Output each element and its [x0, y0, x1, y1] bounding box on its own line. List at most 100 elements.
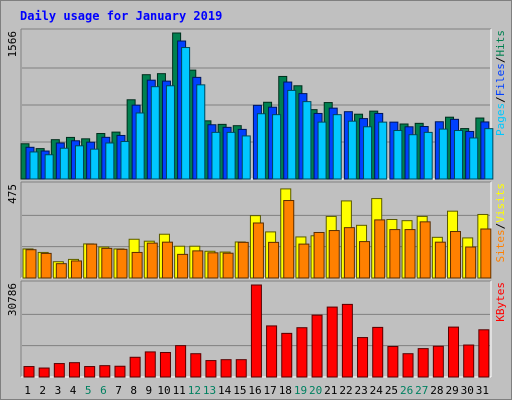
bar-kbytes-day-22	[341, 303, 353, 378]
bar-sites-day-23	[359, 241, 371, 279]
bar-sites-day-8	[131, 251, 143, 279]
bar-kbytes-day-3	[53, 363, 65, 378]
bar-kbytes-day-5	[84, 366, 96, 378]
x-tick-label-day-13: 13	[203, 384, 216, 397]
bar-sites-day-20	[313, 231, 325, 279]
bar-kbytes-day-1	[23, 366, 35, 378]
legend-entry-separator: /	[494, 57, 507, 64]
x-tick-label-day-24: 24	[370, 384, 384, 397]
bar-pages-day-21	[332, 114, 342, 180]
x-tick-label-day-16: 16	[248, 384, 261, 397]
x-tick-label-day-8: 8	[130, 384, 137, 397]
bar-sites-day-10	[161, 241, 173, 279]
x-tick-label-day-18: 18	[279, 384, 292, 397]
bar-kbytes-day-24	[372, 326, 384, 378]
legend-entry-files: Files	[494, 63, 507, 96]
bar-kbytes-day-20	[311, 314, 323, 378]
bar-pages-day-5	[90, 148, 100, 180]
bar-pages-day-26	[408, 134, 418, 180]
legend-entry-kbytes: KBytes	[494, 282, 507, 322]
panel-requests-ymax-label: 1566	[6, 31, 19, 58]
bar-pages-day-20	[317, 121, 327, 180]
bar-kbytes-day-15	[235, 359, 247, 378]
bar-sites-day-1	[25, 249, 37, 279]
x-tick-label-day-22: 22	[339, 384, 352, 397]
bar-kbytes-day-17	[266, 325, 278, 378]
bar-pages-day-18	[287, 89, 297, 180]
bar-pages-day-28	[438, 128, 448, 180]
bar-pages-day-24	[378, 121, 388, 180]
bar-kbytes-day-28	[432, 345, 444, 378]
bar-sites-day-16	[252, 222, 264, 279]
bar-sites-day-29	[450, 231, 462, 279]
x-tick-label-day-28: 28	[430, 384, 443, 397]
bar-sites-day-3	[55, 263, 67, 279]
bar-pages-day-4	[74, 145, 84, 180]
x-tick-label-day-15: 15	[233, 384, 246, 397]
bar-sites-day-26	[404, 229, 416, 279]
x-tick-label-day-31: 31	[476, 384, 489, 397]
bar-pages-day-10	[165, 85, 175, 180]
x-tick-label-day-29: 29	[445, 384, 458, 397]
bar-pages-day-30	[469, 137, 479, 180]
bar-kbytes-day-12	[190, 353, 202, 378]
bar-pages-day-22	[347, 120, 357, 180]
bar-sites-day-27	[419, 221, 431, 279]
x-tick-label-day-30: 30	[461, 384, 474, 397]
bar-sites-day-18	[283, 200, 295, 279]
panel-kbytes-ymax-label: 30786	[6, 283, 19, 316]
bar-sites-day-2	[40, 252, 52, 279]
bar-pages-day-27	[423, 131, 433, 180]
bar-sites-day-30	[465, 246, 477, 279]
legend-entry-pages: Pages	[494, 103, 507, 136]
x-tick-label-day-12: 12	[188, 384, 201, 397]
x-tick-label-day-26: 26	[400, 384, 413, 397]
bar-kbytes-day-19	[296, 327, 308, 378]
bar-pages-day-2	[44, 154, 54, 180]
bar-kbytes-day-14	[220, 359, 232, 378]
bar-pages-day-19	[302, 101, 312, 180]
bar-sites-day-11	[177, 253, 189, 279]
bar-sites-day-28	[434, 241, 446, 279]
x-tick-label-day-10: 10	[157, 384, 170, 397]
bar-kbytes-day-21	[326, 306, 338, 378]
bar-sites-day-5	[86, 243, 98, 279]
x-tick-label-day-17: 17	[264, 384, 277, 397]
bar-kbytes-day-10	[159, 351, 171, 378]
x-tick-label-day-11: 11	[173, 384, 186, 397]
bar-sites-day-31	[480, 228, 492, 279]
bar-sites-day-13	[207, 252, 219, 279]
x-tick-label-day-14: 14	[218, 384, 232, 397]
x-tick-label-day-20: 20	[309, 384, 322, 397]
panel-visitors-legend: Sites/Visits	[494, 183, 507, 263]
bar-pages-day-12	[196, 84, 206, 180]
x-tick-label-day-5: 5	[85, 384, 92, 397]
bar-sites-day-19	[298, 243, 310, 279]
legend-entry-sites: Sites	[494, 229, 507, 262]
bar-kbytes-day-31	[478, 329, 490, 378]
bar-kbytes-day-29	[448, 326, 460, 378]
bar-pages-day-15	[241, 135, 251, 180]
bar-kbytes-day-16	[250, 284, 262, 378]
legend-entry-separator: /	[494, 96, 507, 103]
bar-kbytes-day-18	[281, 332, 293, 378]
bar-sites-day-22	[343, 227, 355, 279]
bar-kbytes-day-25	[387, 346, 399, 378]
bar-pages-day-6	[105, 142, 115, 180]
bar-sites-day-7	[116, 248, 128, 279]
bar-pages-day-13	[211, 131, 221, 180]
bar-kbytes-day-4	[68, 362, 80, 378]
bar-pages-day-31	[484, 128, 494, 180]
chart-title: Daily usage for January 2019	[20, 9, 222, 23]
legend-entry-hits: Hits	[494, 30, 507, 57]
bar-pages-day-11	[181, 47, 191, 180]
bar-pages-day-23	[363, 126, 373, 180]
bar-kbytes-day-8	[129, 356, 141, 378]
bar-sites-day-14	[222, 252, 234, 279]
x-tick-label-day-4: 4	[70, 384, 77, 397]
bar-sites-day-24	[374, 219, 386, 279]
bar-sites-day-4	[70, 260, 82, 279]
x-tick-label-day-23: 23	[355, 384, 368, 397]
x-tick-label-day-25: 25	[385, 384, 398, 397]
